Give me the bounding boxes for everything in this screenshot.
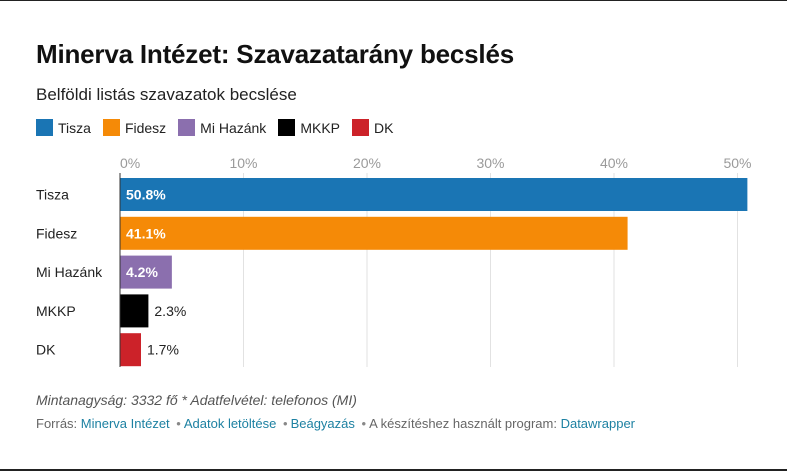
- legend-item: Fidesz: [102, 119, 167, 136]
- data-label: 41.1%: [126, 225, 166, 241]
- legend-label: MKKP: [300, 119, 340, 136]
- download-data-link[interactable]: Adatok letöltése: [183, 416, 277, 431]
- source-prefix: Forrás:: [36, 416, 78, 431]
- category-label: Fidesz: [36, 225, 77, 241]
- chart-title: Minerva Intézet: Szavazatarány becslés: [36, 39, 514, 69]
- x-tick-label: 30%: [476, 155, 504, 171]
- x-tick-label: 10%: [229, 155, 257, 171]
- separator-dot: •: [361, 416, 367, 431]
- bar-chart: 0% 10% 20% 30% 40% 50% Tisza 50.8% Fidesz 41.1% Mi…: [36, 155, 752, 367]
- x-tick-label: 50%: [723, 155, 751, 171]
- legend-swatch: [178, 119, 196, 136]
- data-label: 1.7%: [147, 342, 179, 358]
- legend-item: DK: [352, 119, 393, 136]
- methodology-note: Mintanagyság: 3332 fő * Adatfelvétel: te…: [36, 392, 357, 408]
- data-label: 50.8%: [126, 187, 166, 203]
- legend-swatch: [278, 119, 296, 136]
- legend-label: DK: [374, 119, 394, 136]
- legend-item: Tisza: [36, 119, 91, 136]
- data-label: 4.2%: [126, 264, 158, 280]
- legend-swatch: [352, 119, 369, 136]
- legend-swatch: [36, 119, 53, 136]
- category-label: MKKP: [36, 303, 76, 319]
- category-label: Mi Hazánk: [36, 264, 103, 280]
- bar: [120, 178, 748, 211]
- legend-item: Mi Hazánk: [178, 119, 266, 136]
- bar: [120, 333, 141, 367]
- separator-dot: •: [283, 416, 288, 431]
- chart-subtitle: Belföldi listás szavazatok becslése: [36, 85, 297, 104]
- chart-legend: Tisza Fidesz Mi Hazánk MKKP DK: [36, 119, 405, 136]
- bar: [120, 255, 172, 289]
- legend-label: Tisza: [58, 119, 91, 136]
- source-link[interactable]: Minerva Intézet: [80, 416, 170, 431]
- embed-link[interactable]: Beágyazás: [290, 416, 355, 431]
- legend-label: Mi Hazánk: [200, 119, 267, 136]
- category-label: DK: [36, 342, 56, 358]
- category-label: Tisza: [36, 187, 69, 203]
- x-tick-label: 40%: [600, 155, 628, 171]
- legend-item: MKKP: [278, 119, 340, 136]
- data-label: 2.3%: [154, 303, 186, 319]
- separator-dot: •: [176, 416, 181, 431]
- bar: [120, 294, 149, 328]
- datawrapper-link[interactable]: Datawrapper: [560, 416, 636, 431]
- x-tick-label: 20%: [353, 155, 381, 171]
- footer: Forrás: Minerva Intézet • Adatok letöltés…: [36, 416, 635, 431]
- bar: [120, 216, 628, 250]
- legend-swatch: [102, 119, 120, 136]
- tool-prefix: A készítéshez használt program:: [369, 416, 557, 431]
- legend-label: Fidesz: [124, 119, 167, 136]
- x-tick-label: 0%: [120, 155, 140, 171]
